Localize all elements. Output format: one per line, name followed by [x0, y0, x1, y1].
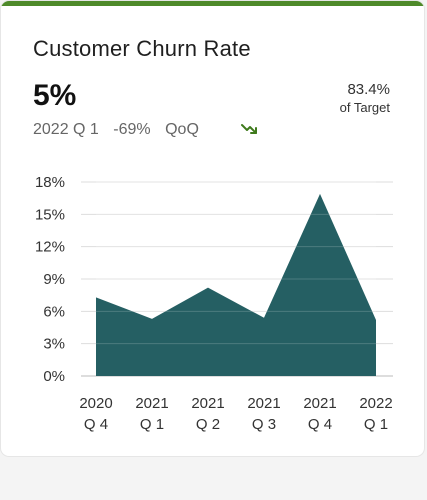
- area-series: [95, 181, 377, 376]
- x-tick-label: 2020 Q 4: [79, 395, 112, 433]
- target-percent: 83.4%: [347, 81, 390, 98]
- x-tick-label: 2021 Q 4: [303, 395, 336, 433]
- accent-bar: [1, 1, 424, 6]
- trend-down-icon: [241, 124, 257, 134]
- y-tick-label: 12%: [35, 239, 65, 256]
- y-axis-ticks: 0% 3% 6% 9% 12% 15% 18%: [35, 174, 65, 385]
- x-tick-label: 2021 Q 3: [247, 395, 280, 433]
- change-label: QoQ: [165, 121, 199, 138]
- y-tick-label: 6%: [43, 303, 65, 320]
- y-tick-label: 18%: [35, 174, 65, 191]
- period-label: 2022 Q 1: [33, 121, 99, 138]
- kpi-meta: 2022 Q 1 -69% QoQ: [33, 121, 209, 139]
- y-tick-label: 15%: [35, 206, 65, 223]
- x-tick-label: 2021 Q 2: [191, 395, 224, 433]
- x-axis-ticks: 2020 Q 4 2021 Q 1 2021 Q 2 2021 Q 3 2021 Q 4 2022 Q…: [79, 395, 392, 433]
- y-tick-label: 9%: [43, 271, 65, 288]
- kpi-value: 5%: [33, 79, 77, 112]
- x-tick-label: 2021 Q 1: [135, 395, 168, 433]
- area-series-fill: [96, 193, 376, 376]
- change-value: -69%: [113, 121, 151, 138]
- y-tick-label: 0%: [43, 368, 65, 385]
- churn-card: Customer Churn Rate 5% 2022 Q 1 -69% QoQ…: [1, 1, 424, 456]
- card-footer-space: [0, 458, 427, 500]
- target-label: of Target: [339, 100, 390, 115]
- x-tick-label: 2022 Q 1: [359, 395, 392, 433]
- y-tick-label: 3%: [43, 336, 65, 353]
- card-title: Customer Churn Rate: [33, 36, 251, 61]
- target-indicator: 83.4% of Target: [340, 81, 390, 116]
